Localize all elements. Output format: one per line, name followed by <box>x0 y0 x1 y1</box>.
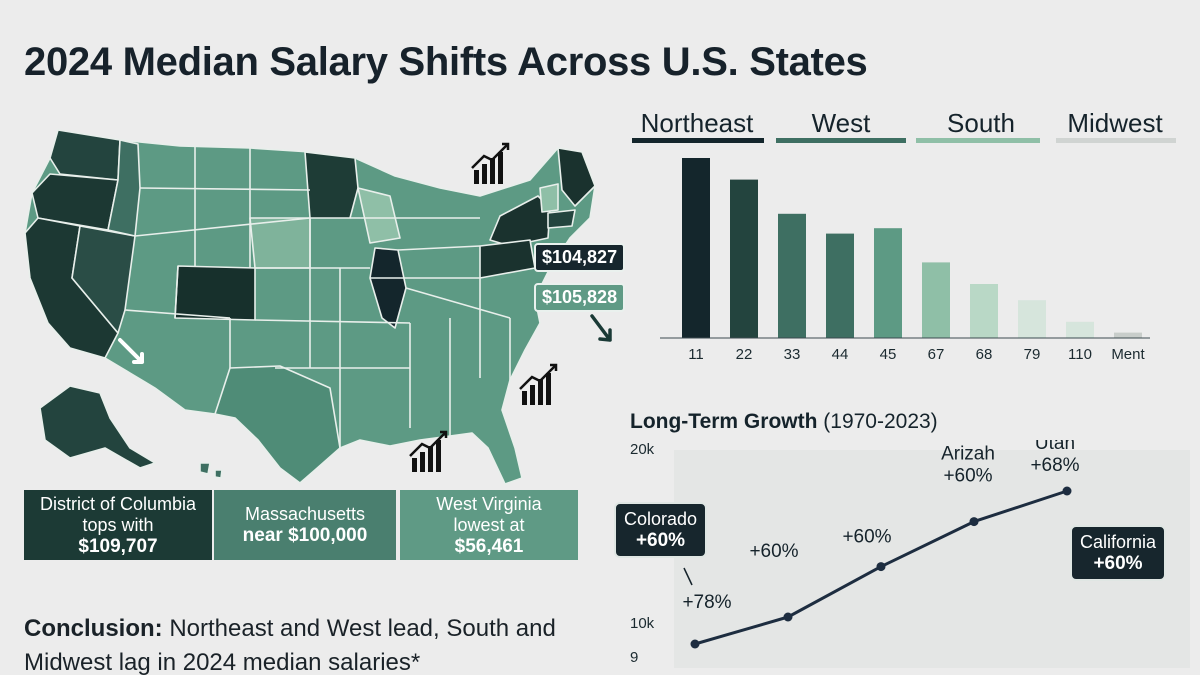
info-box-line1: Massachusetts <box>244 504 366 524</box>
growth-point-label: +68% <box>1030 455 1079 476</box>
bar-tick-label: 110 <box>1068 346 1092 363</box>
legend-swatch-midwest <box>1056 138 1176 143</box>
growth-point <box>690 639 700 649</box>
bar-tick-label: 22 <box>736 346 753 363</box>
info-box-line1: District of Columbia <box>39 493 197 514</box>
growth-point <box>876 562 886 572</box>
growth-point <box>783 612 793 622</box>
bar-33 <box>778 213 806 338</box>
arrow-down-right-icon <box>118 338 144 364</box>
legend-swatch-northeast <box>632 138 764 143</box>
state-wisconsin <box>357 187 401 244</box>
growth-point-label: +78% <box>682 592 731 613</box>
line-chart-title: Long-Term Growth (1970-2023) <box>630 410 938 434</box>
legend-northeast: Northeast <box>640 108 754 138</box>
state-new-york <box>489 195 551 247</box>
state-midwest-light <box>249 217 311 269</box>
growth-chart-icon <box>471 142 510 184</box>
bars <box>682 158 1142 338</box>
conclusion-text: Northeast and West lead, South and Midwe… <box>24 615 556 675</box>
line-chart-title-text: Long-Term Growth <box>630 410 818 433</box>
info-box-west-virginia: West Virginia lowest at $56,461 <box>400 490 578 560</box>
growth-chart-icon <box>519 363 558 405</box>
state-minnesota <box>304 151 359 219</box>
info-box-massachusetts: Massachusetts near $100,000 <box>214 490 396 560</box>
bar-110 <box>1066 321 1094 338</box>
y-tick-label: 9 <box>630 649 638 666</box>
info-box-value: $109,707 <box>78 535 158 557</box>
callout-value: +60% <box>1093 553 1143 574</box>
growth-point-label: +60% <box>943 466 992 487</box>
callout-california: California +60% <box>1070 525 1167 581</box>
y-tick-label: 10k <box>630 615 655 632</box>
bar-44 <box>826 233 854 338</box>
growth-point-label: Utah <box>1035 440 1075 454</box>
bar-tick-label: 44 <box>832 346 849 363</box>
bar-22 <box>730 179 758 338</box>
legend-swatch-south <box>916 138 1040 143</box>
bar-45 <box>874 228 902 338</box>
callout-leader-line <box>683 567 693 586</box>
salary-callout-new-jersey: $105,828 <box>534 283 626 312</box>
bar-11 <box>682 158 710 338</box>
arrow-down-right-icon <box>590 314 612 342</box>
growth-point-label: +60% <box>842 527 891 548</box>
bar-tick-label: 11 <box>688 346 704 363</box>
info-box-line2: tops with <box>82 514 154 535</box>
state-colorado <box>174 265 256 321</box>
callout-state: California <box>1080 532 1157 552</box>
info-box-line1: West Virginia <box>436 493 542 514</box>
state-maine <box>557 147 596 207</box>
info-box-dc: District of Columbia tops with $109,707 <box>24 490 212 560</box>
state-vermont <box>539 183 559 213</box>
growth-point <box>1062 486 1072 496</box>
legend-midwest: Midwest <box>1067 108 1163 138</box>
legend-swatch-west <box>776 138 906 143</box>
bar-tick-label: Ment <box>1111 346 1145 363</box>
info-box-value: near $100,000 <box>242 525 368 546</box>
info-box-value: $56,461 <box>454 535 524 557</box>
bar-68 <box>970 284 998 338</box>
state-hawaii <box>199 462 223 479</box>
salary-callout-new-york: $104,827 <box>534 243 626 272</box>
state-washington <box>49 129 121 181</box>
state-massachusetts <box>547 209 576 229</box>
bar-67 <box>922 262 950 338</box>
legend-west: West <box>811 108 871 138</box>
line-chart-subtitle: (1970-2023) <box>823 410 938 433</box>
conclusion: Conclusion: Northeast and West lead, Sou… <box>24 612 594 675</box>
state-alaska <box>39 385 156 469</box>
bar-Ment <box>1114 332 1142 338</box>
growth-point-label: +60% <box>749 541 798 562</box>
callout-value: +60% <box>635 530 686 551</box>
conclusion-label: Conclusion: <box>24 615 163 642</box>
page-title: 2024 Median Salary Shifts Across U.S. St… <box>24 40 868 84</box>
bar-tick-label: 67 <box>928 346 945 363</box>
state-texas <box>214 365 341 484</box>
legend-south: South <box>947 108 1015 138</box>
y-tick-label: 20k <box>630 441 655 458</box>
growth-point-label: Arizah <box>941 444 995 465</box>
growth-chart-icon <box>409 430 448 472</box>
bar-tick-label: 45 <box>880 346 897 363</box>
bar-tick-label: 33 <box>784 346 801 363</box>
us-salary-map <box>24 129 612 485</box>
bar-tick-label: 79 <box>1024 346 1041 363</box>
regional-bar-chart: 11 22 33 44 45 67 68 79 110 Ment <box>660 158 1150 363</box>
bar-79 <box>1018 300 1046 338</box>
info-box-line2: lowest at <box>453 514 525 535</box>
callout-colorado: Colorado +60% <box>614 502 708 558</box>
bar-tick-label: 68 <box>976 346 993 363</box>
callout-state: Colorado <box>624 509 698 529</box>
growth-point <box>969 517 979 527</box>
